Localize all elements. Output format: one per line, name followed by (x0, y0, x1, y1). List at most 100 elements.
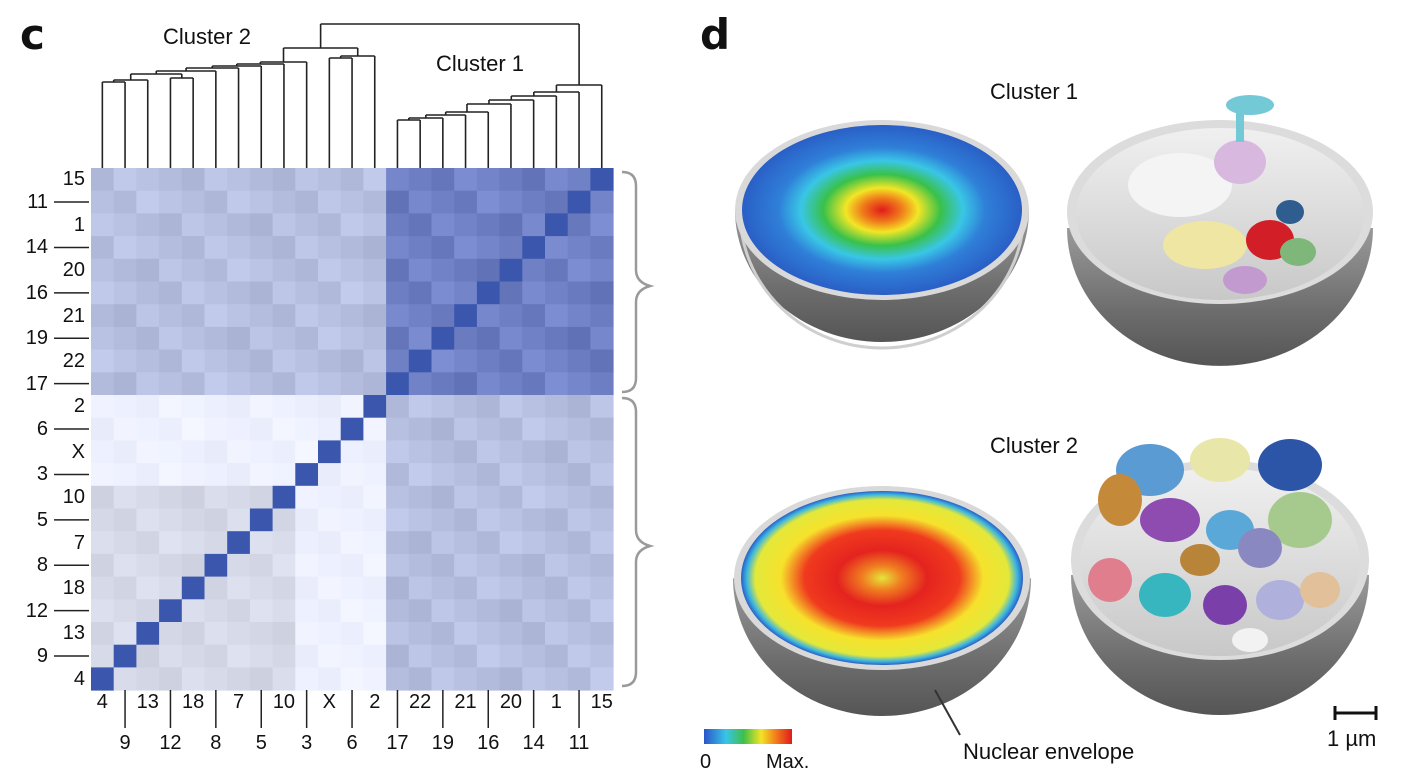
heatmap-cell (249, 236, 274, 260)
heatmap-cell (318, 440, 342, 464)
heatmap-cell (499, 304, 523, 328)
heatmap-cell (204, 168, 228, 192)
heatmap-cell (499, 190, 523, 214)
heatmap-cell (272, 576, 296, 600)
heatmap-cell (295, 485, 319, 509)
heatmap-cell (181, 326, 205, 351)
heatmap-cell (113, 258, 137, 282)
heatmap-cell (567, 508, 591, 532)
heatmap-cell (204, 190, 228, 214)
heatmap-cell (159, 508, 183, 532)
heatmap-cell (159, 236, 183, 260)
heatmap-cell (363, 395, 387, 419)
heatmap-cell (227, 644, 251, 668)
heatmap-cell (545, 440, 569, 464)
heatmap-cell (567, 417, 591, 441)
heatmap-cell (136, 417, 160, 441)
heatmap-cell (522, 508, 546, 532)
left-label: 1 (73, 213, 85, 236)
heatmap-cell (386, 599, 410, 623)
heatmap-cell (181, 599, 205, 623)
heatmap-cell (181, 667, 205, 691)
colorbar-max-label: Max. (766, 751, 810, 773)
heatmap-cell (408, 553, 432, 578)
heatmap-cell (545, 349, 569, 373)
heatmap-cell (136, 463, 160, 487)
heatmap-cell (476, 485, 501, 509)
heatmap-cell (181, 553, 205, 578)
heatmap-cell (91, 440, 115, 464)
heatmap-cell (204, 236, 228, 260)
heatmap-cell (318, 485, 342, 509)
heatmap-cell (295, 576, 319, 600)
heatmap-cell (476, 281, 501, 305)
heatmap-cell (295, 508, 319, 532)
heatmap-cell (272, 553, 296, 578)
heatmap-cell (522, 599, 546, 623)
heatmap-cell (499, 508, 523, 532)
heatmap-cell (454, 326, 478, 351)
heatmap-cell (431, 281, 455, 305)
heatmap-cell (590, 508, 614, 532)
heatmap-cell (113, 440, 137, 464)
heatmap-cell (249, 485, 274, 509)
heatmap-cell (272, 349, 296, 373)
heatmap-cell (272, 372, 296, 396)
heatmap-cell (386, 553, 410, 578)
heatmap-cell (159, 417, 183, 441)
heatmap-cell (408, 417, 432, 441)
heatmap-cell (249, 531, 274, 555)
heatmap-cell (454, 281, 478, 305)
heatmap-cell (386, 463, 410, 487)
left-label: 7 (73, 531, 85, 554)
heatmap-cell (567, 258, 591, 282)
heatmap-cell (567, 190, 591, 214)
heatmap-cell (227, 168, 251, 192)
heatmap-cell (340, 304, 364, 328)
heatmap-cell (249, 508, 274, 532)
heatmap-cell (340, 395, 364, 419)
heatmap-cell (363, 213, 387, 237)
heatmap-cell (340, 553, 364, 578)
heatmap-cell (431, 372, 455, 396)
left-label: 21 (62, 304, 85, 327)
heatmap-cell (408, 440, 432, 464)
heatmap-cell (522, 644, 546, 668)
heatmap-cell (159, 440, 183, 464)
heatmap-cell (499, 326, 523, 351)
heatmap-cell (227, 281, 251, 305)
heatmap-cell (181, 644, 205, 668)
heatmap-cell (545, 576, 569, 600)
heatmap-cell (295, 622, 319, 646)
heatmap-cell (272, 304, 296, 328)
heatmap-cell (522, 463, 546, 487)
heatmap-cell (181, 236, 205, 260)
heatmap-cell (431, 531, 455, 555)
heatmap-cell (91, 236, 115, 260)
heatmap-cell (408, 168, 432, 192)
heatmap-cell (340, 349, 364, 373)
heatmap-cell (318, 576, 342, 600)
heatmap-cell (522, 440, 546, 464)
heatmap-cell (272, 440, 296, 464)
heatmap-cell (91, 485, 115, 509)
heatmap-cell (204, 213, 228, 237)
heatmap-cell (522, 372, 546, 396)
heatmap-cell (499, 667, 523, 691)
heatmap-cell (363, 349, 387, 373)
heatmap-cell (545, 304, 569, 328)
heatmap-cell (567, 213, 591, 237)
heatmap-cell (136, 349, 160, 373)
heatmap-cell (431, 463, 455, 487)
heatmap-cell (454, 168, 478, 192)
left-label: X (71, 440, 85, 463)
heatmap-cell (159, 281, 183, 305)
heatmap-cell (318, 281, 342, 305)
bottom-label: 8 (210, 732, 222, 754)
heatmap-cell (590, 485, 614, 509)
heatmap-cell (204, 440, 228, 464)
heatmap-cell (590, 440, 614, 464)
heatmap-cell (522, 326, 546, 351)
heatmap-cell (159, 304, 183, 328)
bottom-label: 16 (477, 732, 500, 754)
